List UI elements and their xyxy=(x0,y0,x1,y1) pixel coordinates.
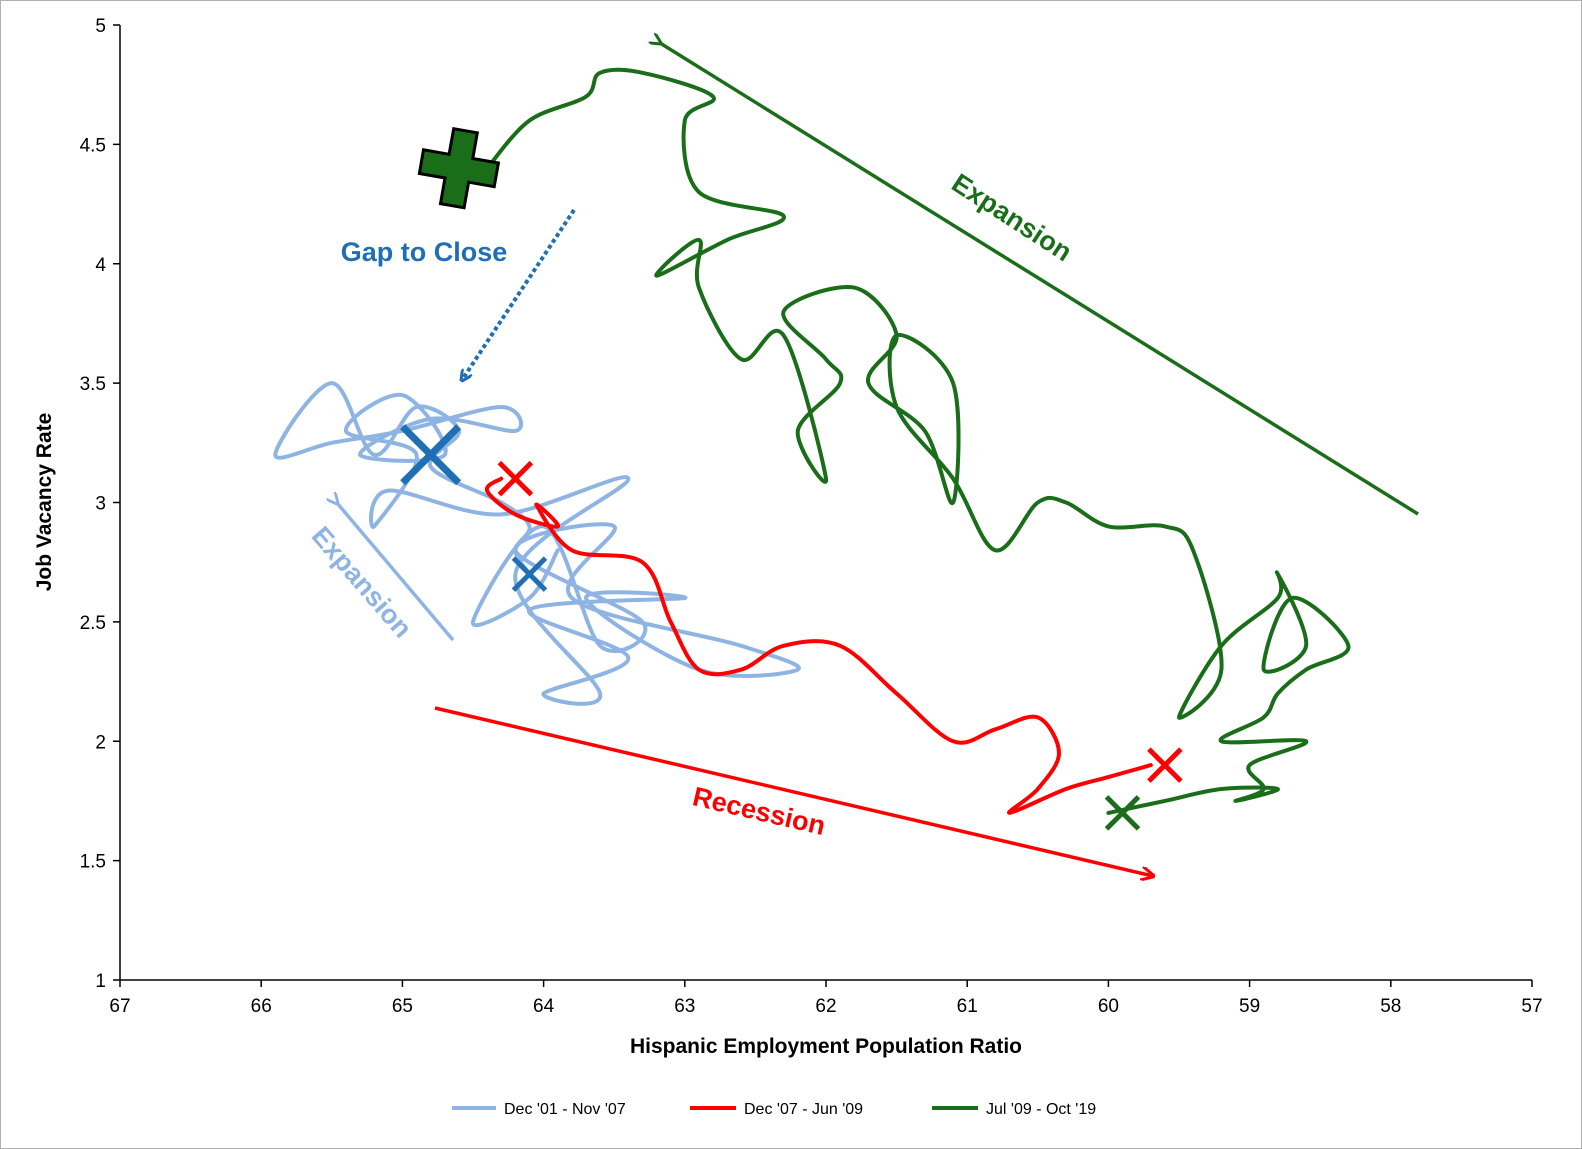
recession-arrow xyxy=(434,706,1153,876)
y-tick-label: 5 xyxy=(95,16,106,37)
y-tick-label: 2 xyxy=(95,732,106,753)
y-tick-label: 3.5 xyxy=(80,374,106,395)
x-tick-label: 58 xyxy=(1380,996,1401,1017)
x-axis-title: Hispanic Employment Population Ratio xyxy=(630,1035,1022,1058)
expansion-arrow-lightblue xyxy=(337,503,455,642)
y-axis-title: Job Vacancy Rate xyxy=(33,413,56,592)
legend: Dec '01 - Nov '07 Dec '07 - Jun '09 Jul … xyxy=(452,1101,1096,1118)
x-tick-label: 61 xyxy=(957,996,978,1017)
legend-label-3: Jul '09 - Oct '19 xyxy=(986,1101,1096,1118)
x-tick-label: 59 xyxy=(1239,996,1260,1017)
annotation-gap-to-close: Gap to Close xyxy=(341,237,508,267)
start-marker-plus xyxy=(417,126,501,210)
x-tick-label: 63 xyxy=(674,996,695,1017)
y-tick-label: 4 xyxy=(95,255,106,276)
legend-label-2: Dec '07 - Jun '09 xyxy=(744,1101,863,1118)
x-tick-label: 57 xyxy=(1521,996,1542,1017)
x-tick-label: 64 xyxy=(533,996,555,1017)
x-tick-label: 65 xyxy=(392,996,413,1017)
y-tick-label: 3 xyxy=(95,494,106,515)
x-tick-label: 66 xyxy=(251,996,272,1017)
expansion-arrow-green xyxy=(660,43,1419,516)
series-layer xyxy=(273,67,1351,815)
annotation-recession: Recession xyxy=(690,781,828,841)
annotation-expansion-lightblue: Expansion xyxy=(306,521,418,644)
x-marker xyxy=(511,556,548,592)
x-marker xyxy=(497,460,534,497)
y-tick-label: 1.5 xyxy=(80,852,106,873)
gap-arrow xyxy=(462,208,576,380)
series-line-1 xyxy=(273,381,801,706)
x-tick-label: 60 xyxy=(1098,996,1119,1017)
y-tick-label: 4.5 xyxy=(80,135,106,156)
x-tick-label: 67 xyxy=(109,996,130,1017)
axes xyxy=(119,25,1532,981)
x-tick-label: 62 xyxy=(815,996,836,1017)
x-marker xyxy=(1104,795,1141,831)
x-marker xyxy=(400,424,462,486)
legend-label-1: Dec '01 - Nov '07 xyxy=(504,1101,626,1118)
ticks: 67 66 65 64 63 62 61 60 59 58 57 1 1.5 2 2.5 3 3.5 4 4.5 5 xyxy=(80,16,1543,1017)
marker-layer xyxy=(400,126,1183,831)
series-line-3 xyxy=(485,67,1351,815)
annotation-expansion-green: Expansion xyxy=(946,168,1077,268)
x-marker xyxy=(1147,747,1183,783)
y-tick-label: 2.5 xyxy=(80,613,106,634)
series-line-2 xyxy=(484,476,1153,815)
y-tick-label: 1 xyxy=(95,971,106,992)
